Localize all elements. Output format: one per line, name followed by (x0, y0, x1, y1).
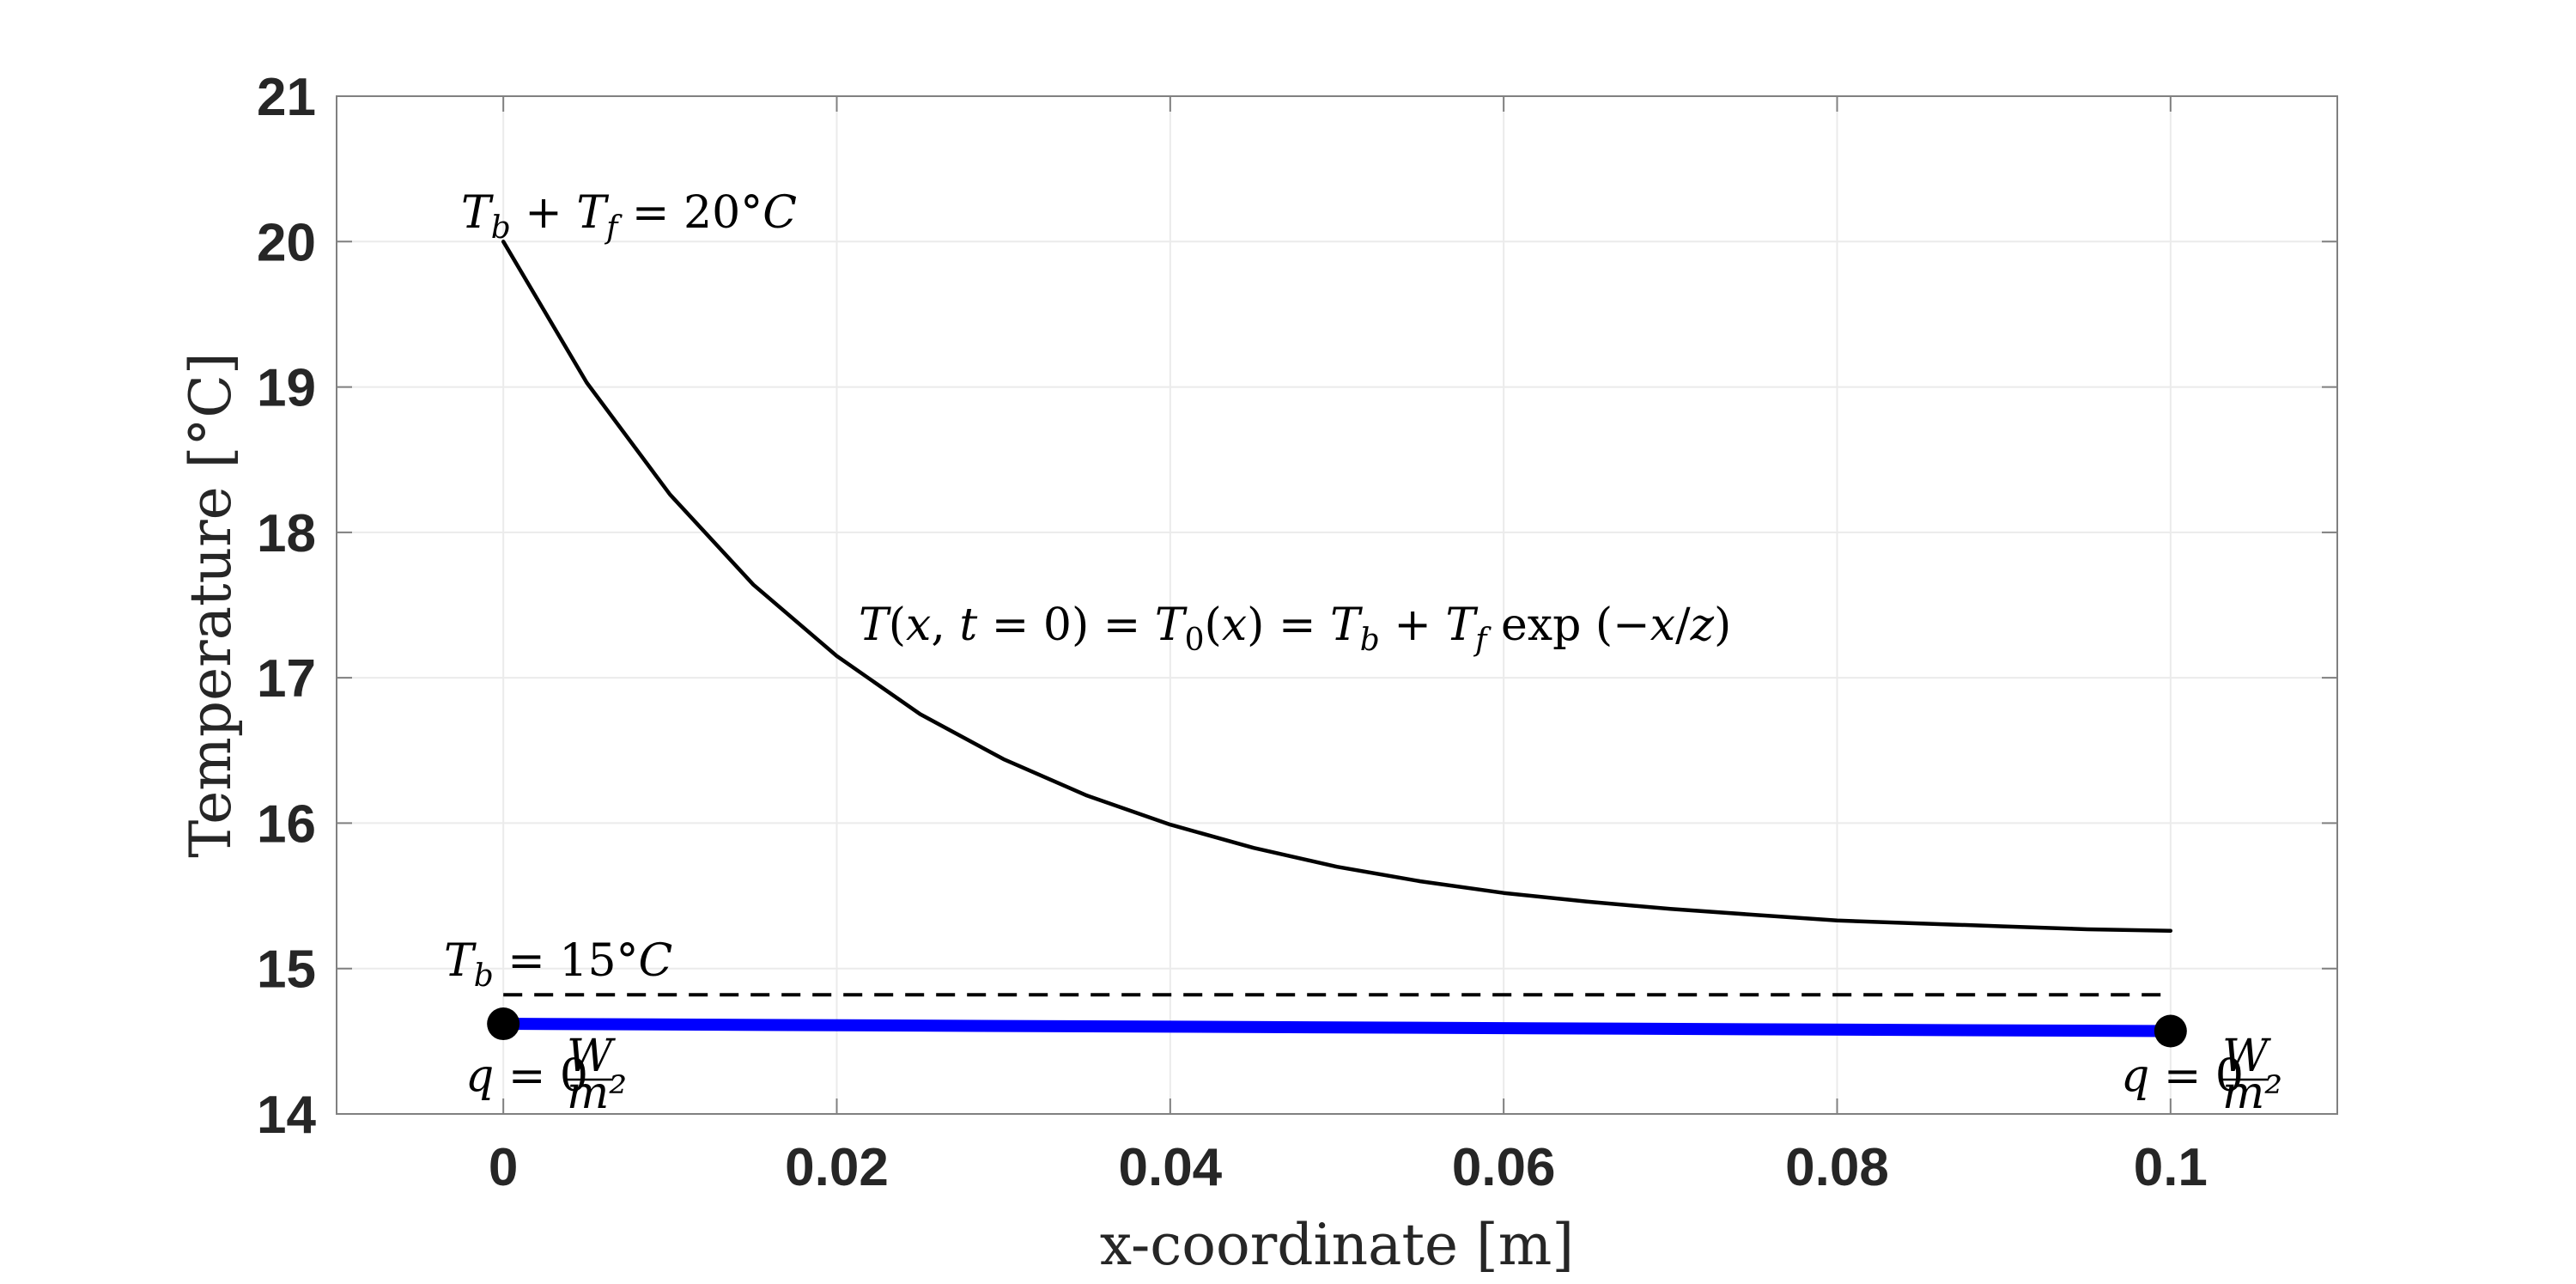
x-tick-label: 0.08 (1785, 1138, 1889, 1197)
tick-labels: 0 0.02 0.04 0.06 0.08 0.1 14 15 16 17 18 19 20 21 (257, 68, 2208, 1197)
svg-text:W: W (567, 1031, 616, 1082)
svg-text:W: W (2222, 1031, 2271, 1082)
axis-ticks (337, 95, 2337, 1115)
x-tick-label: 0.04 (1118, 1138, 1222, 1197)
annotation-base-temperature: Tb = 15°C (444, 935, 672, 994)
y-tick-label: 18 (257, 504, 316, 563)
annotation-left-flux: q = 0 W m² (465, 1031, 627, 1119)
y-tick-label: 17 (257, 649, 316, 709)
svg-text:m²: m² (2222, 1068, 2282, 1119)
svg-text:q = 0: q = 0 (465, 1050, 588, 1102)
plot-frame (336, 95, 2338, 1115)
x-tick-label: 0 (489, 1138, 518, 1197)
series-line-1 (501, 240, 2173, 933)
svg-text:m²: m² (567, 1068, 627, 1119)
x-tick-label: 0.1 (2134, 1138, 2208, 1197)
series-line-3 (497, 1018, 2177, 1038)
annotation-curve-equation: T(x, t = 0) = T0(x) = Tb + Tf exp (−x/z) (859, 599, 1731, 658)
x-tick-label: 0.06 (1452, 1138, 1556, 1197)
y-tick-label: 15 (257, 940, 316, 1000)
annotation-right-flux: q = 0 W m² (2121, 1031, 2282, 1119)
y-tick-label: 21 (257, 68, 316, 127)
annotation-initial-temperature: Tb + Tf = 20°C (461, 187, 797, 246)
endpoint-marker-2 (2154, 1014, 2187, 1048)
endpoint-marker-1 (487, 1007, 520, 1041)
y-tick-label: 19 (257, 359, 316, 418)
y-tick-label: 16 (257, 794, 316, 854)
svg-text:q = 0: q = 0 (2121, 1050, 2244, 1102)
y-tick-label: 20 (257, 213, 316, 272)
x-tick-label: 0.02 (785, 1138, 889, 1197)
series-lines (497, 240, 2177, 1038)
y-tick-label: 14 (257, 1086, 316, 1145)
y-axis-label: Temperature [°C] (178, 352, 244, 857)
x-axis-label: x-coordinate [m] (1100, 1212, 1574, 1278)
endpoint-markers (487, 1007, 2187, 1048)
